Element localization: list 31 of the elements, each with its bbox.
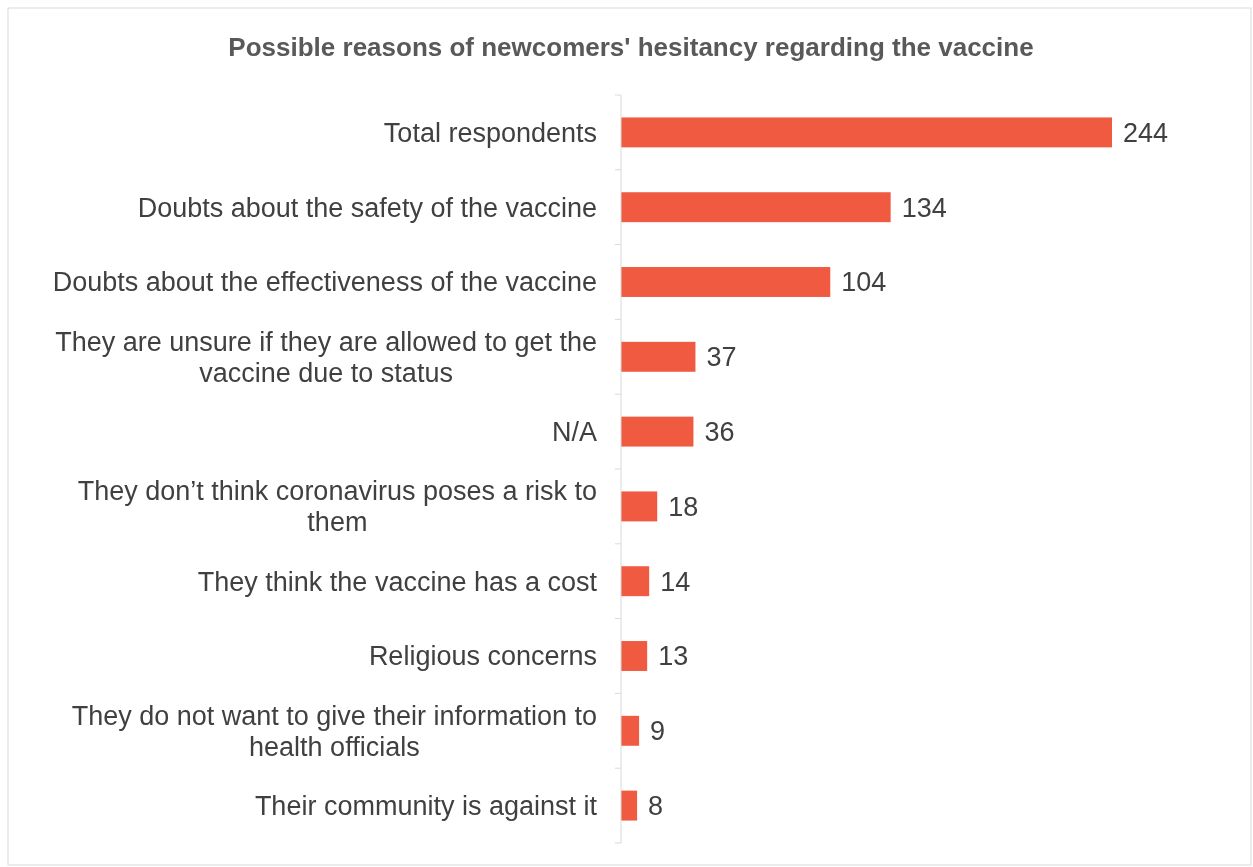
y-tick-label: They do not want to give their information to health officials bbox=[71, 700, 597, 762]
bar bbox=[621, 641, 648, 671]
data-label: 37 bbox=[706, 342, 737, 373]
bar bbox=[621, 491, 658, 522]
bar bbox=[621, 267, 831, 297]
bar bbox=[621, 715, 640, 746]
y-tick-label: They are unsure if they are allowed to get the vaccine due to status bbox=[55, 326, 597, 388]
bar bbox=[621, 192, 891, 223]
y-tick-label: Religious concerns bbox=[368, 641, 597, 672]
data-label: 18 bbox=[668, 491, 699, 522]
y-tick-label: N/A bbox=[551, 417, 597, 448]
bar bbox=[621, 566, 650, 597]
data-label: 134 bbox=[901, 192, 947, 223]
y-tick-label: They don’t think coronavirus poses a risk to them bbox=[77, 476, 597, 538]
data-label: 244 bbox=[1123, 117, 1169, 148]
data-label: 9 bbox=[650, 716, 666, 747]
chart-title: Possible reasons of newcomers' hesitancy regarding the vaccine bbox=[228, 32, 1034, 62]
bar bbox=[621, 117, 1112, 148]
y-tick-label: Doubts about the safety of the vaccine bbox=[137, 192, 597, 223]
y-tick-label: They think the vaccine has a cost bbox=[197, 566, 598, 597]
data-label: 36 bbox=[704, 417, 735, 448]
y-tick-label: Total respondents bbox=[383, 117, 597, 148]
y-tick-label: Their community is against it bbox=[254, 791, 598, 822]
data-label: 104 bbox=[841, 267, 887, 298]
bar bbox=[621, 790, 638, 821]
data-label: 8 bbox=[648, 791, 664, 822]
bar bbox=[621, 416, 694, 447]
data-label: 14 bbox=[660, 566, 691, 597]
y-tick-label: Doubts about the effectiveness of the vaccine bbox=[52, 267, 597, 298]
data-label: 13 bbox=[658, 641, 689, 672]
bar bbox=[621, 341, 696, 372]
